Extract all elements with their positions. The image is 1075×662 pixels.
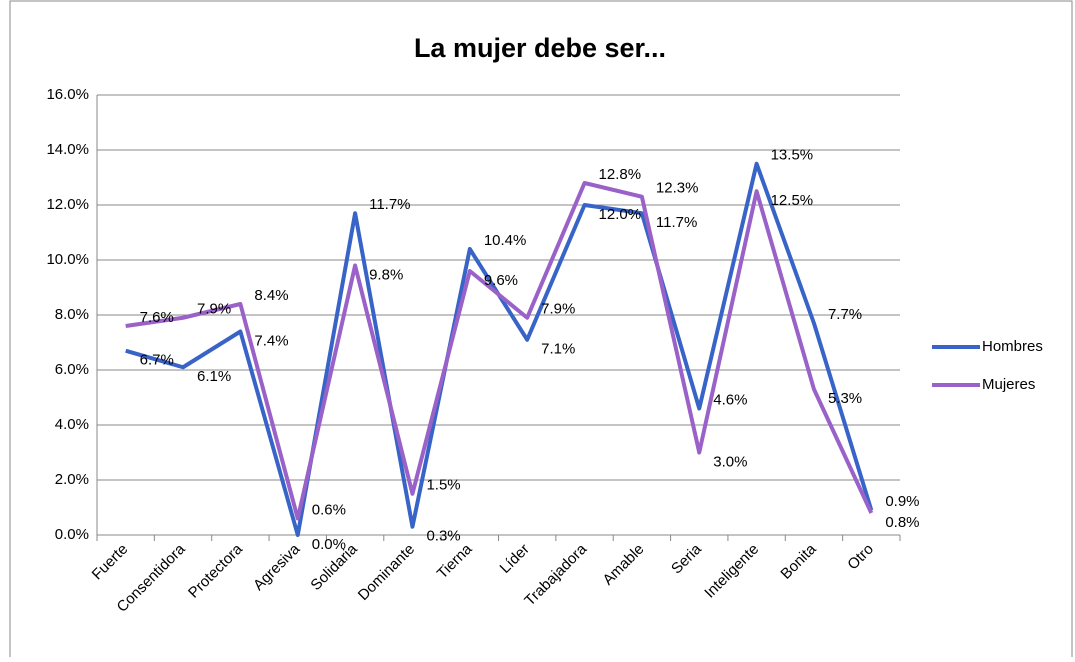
data-label: 4.6% — [713, 391, 747, 408]
series-line — [125, 161, 874, 537]
data-label: 0.3% — [426, 528, 460, 545]
data-label: 0.0% — [312, 536, 346, 553]
x-tick-label: Dominante — [355, 541, 418, 604]
data-label: 0.9% — [885, 493, 919, 510]
x-tick-label: Amable — [600, 541, 648, 589]
x-tick-label: Agresiva — [250, 540, 304, 594]
data-label: 7.4% — [254, 332, 288, 349]
data-label: 7.9% — [541, 301, 575, 318]
legend-label: Hombres — [982, 338, 1043, 355]
legend-label: Mujeres — [982, 376, 1035, 393]
y-tick-label: 10.0% — [46, 251, 89, 268]
data-label: 8.4% — [254, 287, 288, 304]
data-label: 12.3% — [656, 180, 699, 197]
x-tick-label: Bonita — [777, 540, 820, 583]
x-tick-label: Otro — [844, 541, 877, 574]
data-label: 0.8% — [885, 514, 919, 531]
y-tick-label: 2.0% — [55, 471, 89, 488]
y-tick-label: 6.0% — [55, 361, 89, 378]
data-label: 7.6% — [140, 309, 174, 326]
data-label: 11.7% — [656, 214, 697, 231]
data-label: 6.1% — [197, 368, 231, 385]
y-tick-label: 0.0% — [55, 526, 89, 543]
data-label: 12.0% — [599, 206, 642, 223]
y-tick-label: 8.0% — [55, 306, 89, 323]
y-tick-label: 4.0% — [55, 416, 89, 433]
chart-title: La mujer debe ser... — [414, 33, 666, 63]
data-label: 9.8% — [369, 266, 403, 283]
y-tick-label: 16.0% — [46, 86, 89, 103]
data-label: 13.5% — [771, 147, 814, 164]
data-label: 11.7% — [369, 196, 410, 213]
data-label: 7.7% — [828, 306, 862, 323]
x-tick-label: Protectora — [185, 540, 246, 601]
data-label: 12.5% — [771, 192, 814, 209]
data-label: 7.1% — [541, 341, 575, 358]
data-label: 9.6% — [484, 272, 518, 289]
data-label: 12.8% — [599, 166, 642, 183]
data-label: 10.4% — [484, 232, 527, 249]
data-label: 7.9% — [197, 301, 231, 318]
x-tick-label: Inteligente — [701, 541, 762, 602]
y-tick-label: 14.0% — [46, 141, 89, 158]
data-label: 1.5% — [426, 477, 460, 494]
x-tick-label: Fuerte — [89, 541, 132, 584]
data-label: 0.6% — [312, 501, 346, 518]
x-tick-label: Trabajadora — [521, 540, 590, 609]
data-label: 6.7% — [140, 352, 174, 369]
data-label: 5.3% — [828, 390, 862, 407]
x-tick-label: Seria — [668, 540, 705, 577]
x-tick-label: Tierna — [434, 540, 476, 582]
series-line — [125, 181, 874, 521]
x-tick-label: Líder — [497, 541, 533, 577]
y-tick-label: 12.0% — [46, 196, 89, 213]
data-label: 3.0% — [713, 453, 747, 470]
